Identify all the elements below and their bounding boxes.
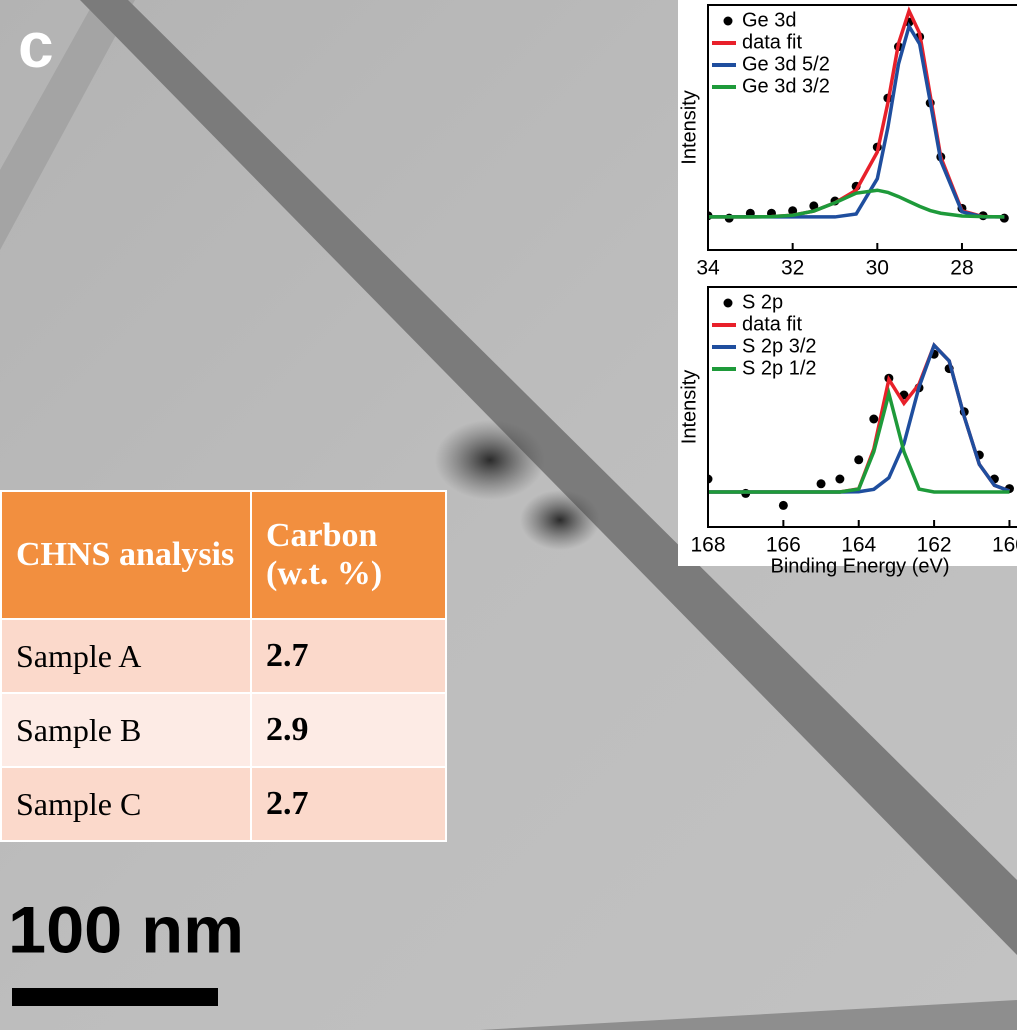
x-tick-label: 168 (690, 534, 725, 557)
legend-label: S 2p 1/2 (742, 357, 817, 379)
sample-cell: Sample B (0, 692, 252, 768)
panel-label: c (18, 9, 54, 81)
sample-cell: Sample A (0, 618, 252, 694)
header-cell: Carbon (w.t. %) (250, 490, 447, 620)
nanowire (80, 0, 1017, 955)
data-point (809, 201, 819, 211)
fit-line (708, 386, 1010, 494)
legend-label: S 2p 3/2 (742, 335, 817, 357)
side-wire (0, 0, 135, 250)
data-point (778, 500, 788, 510)
plot-frame (707, 4, 1017, 251)
value-cell: 2.9 (250, 692, 447, 768)
data-point (816, 479, 826, 489)
x-tick-label: 32 (781, 257, 804, 280)
sample-cell: Sample C (0, 766, 252, 842)
bottom-wire (260, 1000, 1017, 1030)
data-point (708, 474, 713, 484)
scale-label: 100 nm (8, 892, 244, 966)
x-axis-label: Binding Energy (eV) (771, 555, 950, 577)
value-cell: 2.7 (250, 618, 447, 694)
y-axis-label: Intensity (678, 90, 700, 164)
x-tick-label: 30 (866, 257, 889, 280)
dark-region (435, 420, 545, 500)
legend-label: Ge 3d 3/2 (742, 75, 830, 97)
fit-line (708, 188, 1005, 219)
inset-background (678, 0, 1017, 566)
plot-area (708, 6, 1009, 223)
header-cell: CHNS analysis (0, 490, 252, 620)
data-point (835, 474, 845, 484)
scale-bar (12, 988, 218, 1006)
legend-label: data fit (742, 31, 802, 53)
dark-region (520, 490, 600, 550)
x-tick-label: 162 (917, 534, 952, 557)
legend-label: Ge 3d (742, 9, 796, 31)
carbon-table: CHNS analysis Carbon (w.t. %) Sample A 2.7… (0, 490, 447, 842)
legend-label: Ge 3d 5/2 (742, 53, 830, 75)
x-tick-label: 164 (841, 534, 876, 557)
x-tick-label: 28 (950, 257, 973, 280)
x-tick-label: 34 (696, 257, 720, 280)
x-tick-label: 166 (766, 534, 801, 557)
legend-label: data fit (742, 313, 802, 335)
legend-marker (723, 16, 733, 26)
data-point (854, 455, 864, 465)
value-cell: 2.7 (250, 766, 447, 842)
plot-frame (707, 286, 1017, 528)
legend-label: S 2p (742, 291, 783, 313)
x-tick-label: 160 (992, 534, 1017, 557)
plot-area (708, 342, 1014, 510)
y-axis-label: Intensity (678, 370, 700, 444)
legend-marker (723, 298, 733, 308)
data-point (869, 414, 879, 424)
